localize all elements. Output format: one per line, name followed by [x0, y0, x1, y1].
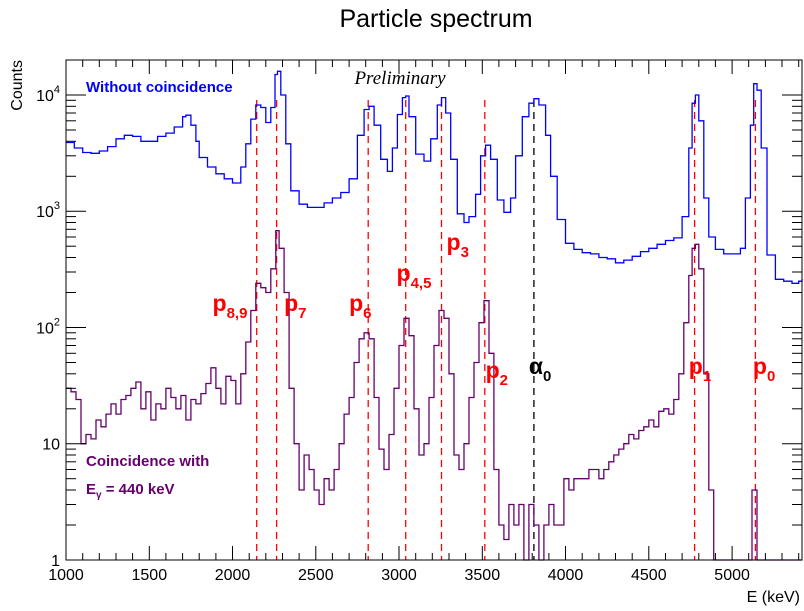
- peak-label-main: p: [349, 290, 363, 316]
- peak-markers: [256, 100, 757, 560]
- peak-label-p2: p2: [486, 357, 508, 389]
- peak-label-sub: 0: [767, 368, 775, 385]
- x-axis-title: E (keV): [747, 589, 800, 606]
- x-tick-label: 3000: [381, 567, 417, 584]
- peak-label-sub: 1: [703, 368, 711, 385]
- y-tick-exponent: 4: [54, 84, 60, 96]
- y-tick-label: 102: [36, 317, 60, 338]
- y-tick-exponent: 2: [54, 317, 60, 329]
- y-tick-base: 10: [36, 321, 54, 338]
- peak-label-sub: 8,9: [227, 305, 248, 322]
- chart-title: Particle spectrum: [339, 5, 532, 33]
- y-tick-base: 1: [51, 553, 60, 570]
- series-line-coincidence: [66, 230, 802, 561]
- peak-label-main: p: [397, 260, 411, 286]
- peak-label-p4-5: p4,5: [397, 260, 432, 292]
- x-tick-label: 5000: [714, 567, 750, 584]
- peak-label-p1: p1: [689, 353, 711, 385]
- legend-coincidence-line1: Coincidence with: [86, 453, 209, 470]
- series-group: [66, 70, 803, 561]
- peak-label-main: α: [529, 353, 543, 379]
- peak-label-main: p: [689, 353, 703, 379]
- plot-frame: [65, 59, 803, 561]
- peak-label-main: p: [447, 229, 461, 255]
- peak-label-p8-9: p8,9: [213, 290, 248, 322]
- peak-label-main: p: [284, 290, 298, 316]
- legend-gamma-sub: γ: [96, 490, 102, 501]
- x-tick-label: 1000: [48, 567, 84, 584]
- x-tick-label: 4000: [548, 567, 584, 584]
- preliminary-annotation: Preliminary: [353, 68, 446, 89]
- x-tick-label: 2500: [298, 567, 334, 584]
- peak-label-p7: p7: [284, 290, 306, 322]
- peak-label-sub: 7: [298, 305, 306, 322]
- peak-label-p0: p0: [753, 353, 775, 385]
- peak-label-main: p: [213, 290, 227, 316]
- peak-label-main: p: [753, 353, 767, 379]
- peak-label-main: p: [486, 357, 500, 383]
- x-tick-label: 3500: [465, 567, 501, 584]
- tick-labels: 1000 1500 2000 2500 3000 3500 4000 4500 50001101…: [36, 84, 750, 584]
- y-tick-label: 10: [42, 437, 60, 454]
- y-tick-label: 104: [36, 84, 60, 105]
- peak-label-p6: p6: [349, 290, 371, 322]
- series-line-without-coincidence: [66, 70, 803, 284]
- legend-e-symbol: E: [86, 481, 96, 498]
- peak-label-sub: 4,5: [411, 275, 432, 292]
- x-tick-label: 4500: [631, 567, 667, 584]
- y-axis-title: Counts: [9, 60, 26, 111]
- y-tick-exponent: 3: [54, 200, 60, 212]
- peak-label-alpha0: α0: [529, 353, 551, 385]
- legend-coincidence-line2: Eγ = 440 keV: [86, 481, 175, 501]
- peak-label-sub: 3: [461, 244, 469, 261]
- y-tick-base: 10: [42, 437, 60, 454]
- y-tick-base: 10: [36, 88, 54, 105]
- peak-label-sub: 2: [500, 372, 508, 389]
- legend-energy-value: = 440 keV: [102, 481, 175, 498]
- peak-label-sub: 0: [543, 368, 551, 385]
- legend-without-coincidence: Without coincidence: [86, 79, 233, 96]
- peak-label-p3: p3: [447, 229, 469, 261]
- y-tick-label: 103: [36, 200, 60, 221]
- peak-label-sub: 6: [363, 305, 371, 322]
- axis-ticks: [65, 59, 802, 561]
- y-tick-label: 1: [51, 553, 60, 570]
- x-tick-label: 1500: [132, 567, 168, 584]
- y-tick-base: 10: [36, 204, 54, 221]
- x-tick-label: 2000: [215, 567, 251, 584]
